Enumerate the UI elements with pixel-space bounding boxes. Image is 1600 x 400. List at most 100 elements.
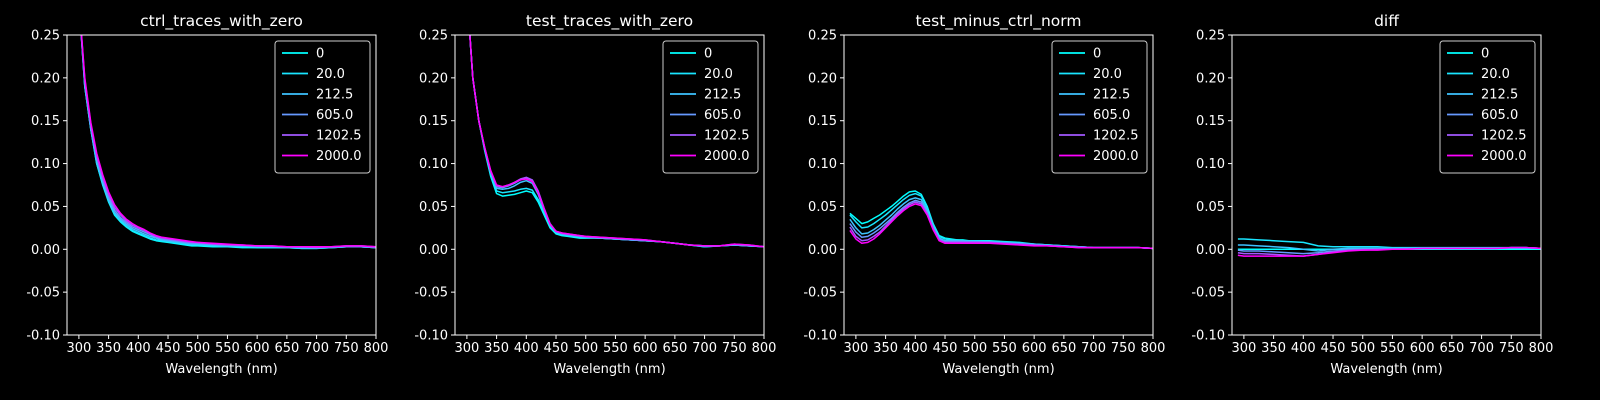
legend-label: 605.0 bbox=[1093, 108, 1130, 123]
x-tick-label: 550 bbox=[1380, 341, 1405, 356]
legend-label: 0 bbox=[316, 47, 324, 62]
series-line-20.0 bbox=[849, 192, 1153, 250]
legend-label: 212.5 bbox=[704, 88, 741, 103]
x-tick-label: 800 bbox=[1141, 341, 1166, 356]
x-axis-label: Wavelength (nm) bbox=[165, 362, 277, 377]
chart-title: diff bbox=[1374, 12, 1399, 30]
x-tick-label: 300 bbox=[66, 341, 91, 356]
legend-label: 1202.5 bbox=[704, 129, 750, 144]
x-tick-label: 550 bbox=[603, 341, 628, 356]
x-tick-label: 600 bbox=[633, 341, 658, 356]
legend-label: 212.5 bbox=[316, 88, 353, 103]
x-tick-label: 500 bbox=[573, 341, 598, 356]
y-tick-label: -0.10 bbox=[1191, 329, 1225, 344]
y-tick-label: 0.25 bbox=[1196, 29, 1225, 44]
x-tick-label: 400 bbox=[126, 341, 151, 356]
y-tick-label: 0.05 bbox=[808, 200, 837, 215]
y-tick-label: 0.00 bbox=[419, 243, 448, 258]
y-tick-label: 0.20 bbox=[419, 71, 448, 86]
legend-label: 2000.0 bbox=[704, 149, 750, 164]
chart-title: test_minus_ctrl_norm bbox=[916, 12, 1082, 31]
x-tick-label: 300 bbox=[1231, 341, 1256, 356]
legend-label: 1202.5 bbox=[1093, 129, 1139, 144]
x-tick-label: 500 bbox=[1350, 341, 1375, 356]
x-tick-label: 550 bbox=[215, 341, 240, 356]
x-tick-label: 750 bbox=[1499, 341, 1524, 356]
x-tick-label: 300 bbox=[454, 341, 479, 356]
y-tick-label: -0.10 bbox=[414, 329, 448, 344]
x-tick-label: 350 bbox=[873, 341, 898, 356]
legend-label: 20.0 bbox=[316, 67, 345, 82]
x-tick-label: 750 bbox=[722, 341, 747, 356]
x-tick-label: 450 bbox=[933, 341, 958, 356]
legend-label: 20.0 bbox=[1093, 67, 1122, 82]
legend-label: 20.0 bbox=[704, 67, 733, 82]
legend: 0 20.0 212.5 605.0 1202.5 2000.0 bbox=[274, 40, 371, 174]
y-tick-label: -0.05 bbox=[1191, 286, 1225, 301]
y-tick-label: -0.05 bbox=[414, 286, 448, 301]
x-tick-label: 600 bbox=[1022, 341, 1047, 356]
legend-label: 212.5 bbox=[1481, 88, 1518, 103]
y-tick-label: 0.25 bbox=[31, 29, 60, 44]
y-tick-label: 0.15 bbox=[1196, 114, 1225, 129]
axes-frame bbox=[1231, 34, 1542, 336]
legend-label: 2000.0 bbox=[1093, 149, 1139, 164]
y-tick-label: -0.10 bbox=[26, 329, 60, 344]
legend-label: 212.5 bbox=[1093, 88, 1130, 103]
series-group bbox=[1237, 238, 1541, 257]
x-tick-label: 750 bbox=[334, 341, 359, 356]
x-tick-label: 450 bbox=[1321, 341, 1346, 356]
x-tick-label: 600 bbox=[245, 341, 270, 356]
x-tick-label: 700 bbox=[1469, 341, 1494, 356]
x-tick-label: 800 bbox=[364, 341, 389, 356]
axes-frame bbox=[454, 34, 765, 336]
x-tick-label: 650 bbox=[1439, 341, 1464, 356]
y-tick-label: 0.10 bbox=[419, 157, 448, 172]
x-tick-label: 450 bbox=[156, 341, 181, 356]
series-line-2000.0 bbox=[1237, 246, 1541, 257]
chart-panel-4: 300 350 400 450 500 550 600 650 700 750 800 -0.10 -0… bbox=[1191, 12, 1553, 377]
x-tick-label: 350 bbox=[484, 341, 509, 356]
axes-frame bbox=[66, 34, 377, 336]
legend: 0 20.0 212.5 605.0 1202.5 2000.0 bbox=[662, 40, 759, 174]
legend-label: 605.0 bbox=[1481, 108, 1518, 123]
y-tick-label: 0.05 bbox=[1196, 200, 1225, 215]
y-tick-label: -0.10 bbox=[803, 329, 837, 344]
x-axis-label: Wavelength (nm) bbox=[942, 362, 1054, 377]
x-tick-label: 500 bbox=[185, 341, 210, 356]
x-tick-label: 800 bbox=[1529, 341, 1554, 356]
y-tick-label: 0.10 bbox=[808, 157, 837, 172]
chart-title: test_traces_with_zero bbox=[526, 12, 693, 31]
x-tick-label: 700 bbox=[304, 341, 329, 356]
x-tick-label: 350 bbox=[1261, 341, 1286, 356]
x-tick-label: 600 bbox=[1410, 341, 1435, 356]
chart-panel-1: 300 350 400 450 500 550 600 650 700 750 800 -0.10 -0… bbox=[26, 12, 389, 377]
x-tick-label: 400 bbox=[903, 341, 928, 356]
y-tick-label: 0.25 bbox=[419, 29, 448, 44]
y-tick-label: -0.05 bbox=[803, 286, 837, 301]
legend-label: 0 bbox=[704, 47, 712, 62]
y-tick-label: 0.10 bbox=[1196, 157, 1225, 172]
x-tick-label: 550 bbox=[992, 341, 1017, 356]
chart-panel-3: 300 350 400 450 500 550 600 650 700 750 800 -0.10 -0… bbox=[803, 12, 1165, 377]
x-tick-label: 500 bbox=[962, 341, 987, 356]
series-line-2000.0 bbox=[469, 35, 764, 248]
y-tick-label: 0.20 bbox=[1196, 71, 1225, 86]
legend-label: 1202.5 bbox=[316, 129, 362, 144]
chart-title: ctrl_traces_with_zero bbox=[140, 12, 303, 31]
legend: 0 20.0 212.5 605.0 1202.5 2000.0 bbox=[1051, 40, 1148, 174]
x-tick-label: 700 bbox=[1081, 341, 1106, 356]
series-group bbox=[849, 190, 1153, 250]
x-axis-label: Wavelength (nm) bbox=[1330, 362, 1442, 377]
series-line-2000.0 bbox=[80, 35, 376, 248]
series-group bbox=[80, 35, 376, 250]
x-tick-label: 750 bbox=[1111, 341, 1136, 356]
y-tick-label: 0.15 bbox=[808, 114, 837, 129]
x-tick-label: 450 bbox=[544, 341, 569, 356]
x-tick-label: 350 bbox=[96, 341, 121, 356]
x-tick-label: 650 bbox=[274, 341, 299, 356]
legend-label: 2000.0 bbox=[316, 149, 362, 164]
y-tick-label: 0.00 bbox=[808, 243, 837, 258]
y-tick-label: 0.05 bbox=[31, 200, 60, 215]
